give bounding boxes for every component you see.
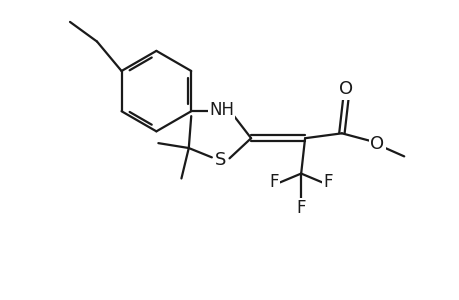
Text: F: F xyxy=(269,173,278,191)
Text: O: O xyxy=(338,80,352,98)
Text: O: O xyxy=(369,135,383,153)
Text: S: S xyxy=(214,151,226,169)
Text: F: F xyxy=(323,173,332,191)
Text: NH: NH xyxy=(209,101,234,119)
Text: F: F xyxy=(296,199,305,217)
